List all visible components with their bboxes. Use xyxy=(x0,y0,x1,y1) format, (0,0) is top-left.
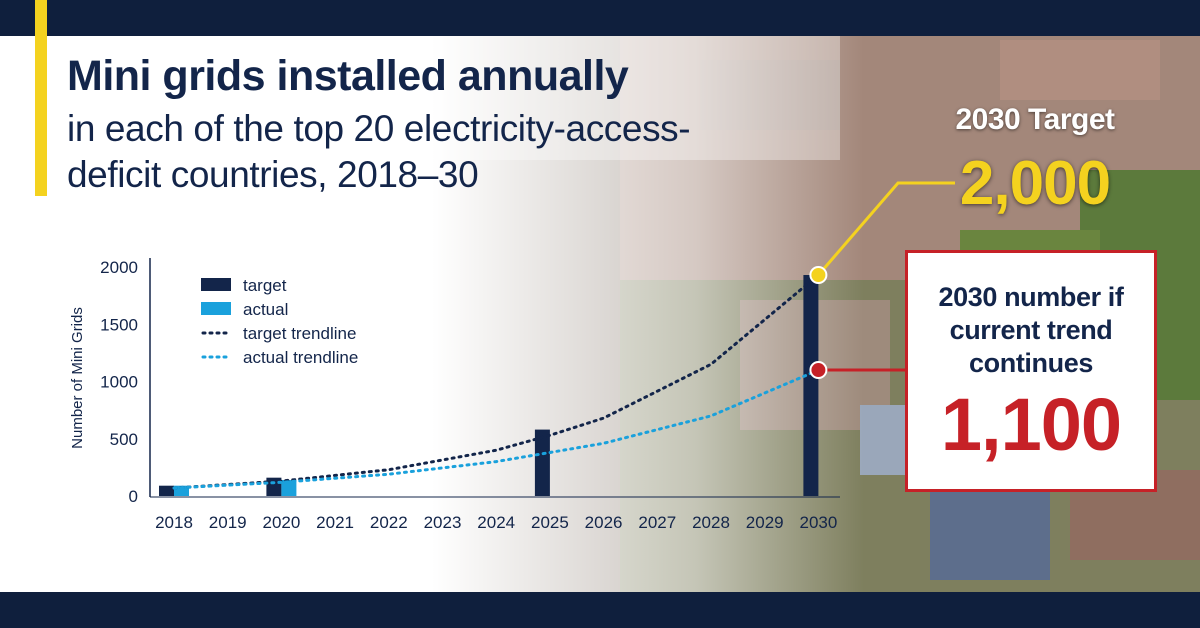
bar-actual xyxy=(281,479,297,496)
target-callout-label: 2030 Target xyxy=(955,103,1115,136)
y-tick-label: 500 xyxy=(110,430,138,449)
x-tick-label: 2029 xyxy=(746,513,784,532)
bottom-band xyxy=(0,592,1200,628)
target-callout-value: 2,000 xyxy=(959,149,1111,218)
y-tick-label: 2000 xyxy=(100,258,138,277)
x-tick-label: 2019 xyxy=(209,513,247,532)
chart-subtitle: in each of the top 20 electricity-access… xyxy=(67,108,691,195)
x-tick-label: 2026 xyxy=(585,513,623,532)
x-tick-label: 2028 xyxy=(692,513,730,532)
accent-bar xyxy=(35,0,47,196)
x-tick-label: 2023 xyxy=(424,513,462,532)
target-connector-line xyxy=(817,181,955,276)
top-band xyxy=(0,0,1200,36)
actual-trendline xyxy=(172,368,820,490)
x-tick-label: 2018 xyxy=(155,513,193,532)
bar-actual xyxy=(174,485,189,496)
legend-swatch-target xyxy=(201,278,231,291)
x-tick-label: 2021 xyxy=(316,513,354,532)
trend-callout-value: 1,100 xyxy=(940,383,1122,466)
target-trendline xyxy=(172,273,820,490)
legend-label-actual: actual xyxy=(243,300,288,319)
x-tick-label: 2025 xyxy=(531,513,569,532)
x-tick-label: 2027 xyxy=(638,513,676,532)
bar-target xyxy=(159,485,174,496)
x-tick-label: 2020 xyxy=(262,513,300,532)
trend-callout-label: 2030 number if current trend continues xyxy=(938,282,1124,378)
y-tick-label: 1500 xyxy=(100,315,138,334)
x-tick-label: 2022 xyxy=(370,513,408,532)
legend-label-target: target xyxy=(243,276,287,295)
legend-label-target-trendline: target trendline xyxy=(243,324,356,343)
target-marker xyxy=(809,266,828,284)
x-tick-label: 2030 xyxy=(799,513,837,532)
y-axis-label: Number of Mini Grids xyxy=(69,307,86,449)
y-tick-label: 0 xyxy=(129,487,138,506)
x-tick-label: 2024 xyxy=(477,513,515,532)
legend-label-actual-trendline: actual trendline xyxy=(243,348,358,367)
trend-marker xyxy=(809,361,828,380)
y-tick-label: 1000 xyxy=(100,373,138,392)
legend-swatch-actual xyxy=(201,302,231,315)
trend-callout-box: 2030 number if current trend continues 1… xyxy=(905,250,1157,492)
bar-target xyxy=(803,275,819,496)
chart-title: Mini grids installed annually xyxy=(67,52,629,100)
bar-target xyxy=(534,429,550,496)
